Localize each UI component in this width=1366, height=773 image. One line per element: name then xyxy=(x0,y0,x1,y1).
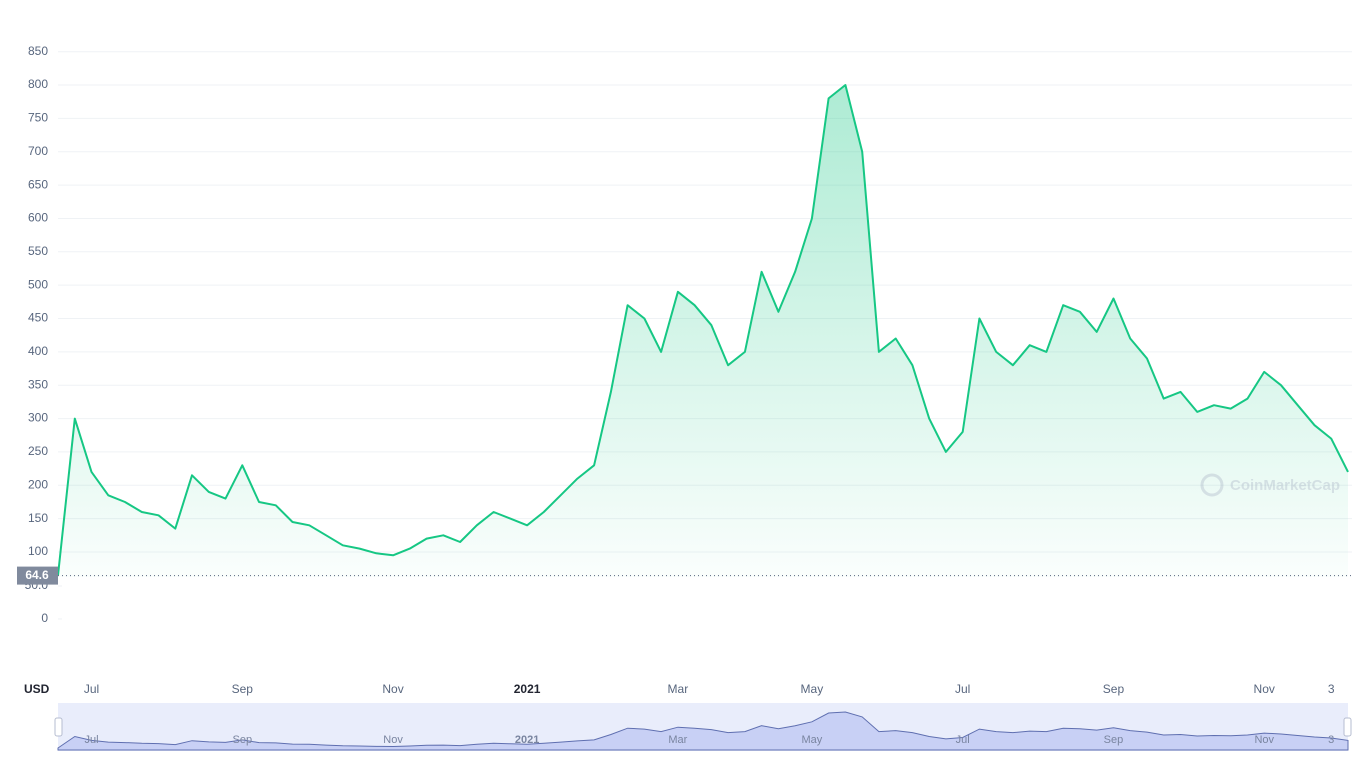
navigator-tick-label: Jul xyxy=(84,734,98,746)
y-tick-label: 250 xyxy=(28,444,48,458)
x-tick-label: Mar xyxy=(668,682,689,696)
y-tick-label: 850 xyxy=(28,44,48,58)
x-tick-label: Sep xyxy=(1103,682,1125,696)
x-tick-label: Jul xyxy=(955,682,970,696)
navigator-tick-label: Sep xyxy=(232,734,252,746)
min-marker-label: 64.6 xyxy=(25,568,49,582)
y-tick-label: 750 xyxy=(28,111,48,125)
x-tick-label: Jul xyxy=(84,682,99,696)
navigator-tick-label: Mar xyxy=(668,734,687,746)
y2-tick-label: 0 xyxy=(41,611,48,625)
navigator-tick-label: Jul xyxy=(956,734,970,746)
x-tick-label: 3 xyxy=(1328,682,1335,696)
navigator-tick-label: May xyxy=(802,734,823,746)
watermark: CoinMarketCap xyxy=(1200,473,1340,497)
price-area xyxy=(58,85,1348,577)
navigator-tick-label: 2021 xyxy=(515,734,539,746)
navigator-tick-label: Sep xyxy=(1104,734,1124,746)
min-marker-badge xyxy=(17,566,58,585)
price-line xyxy=(57,84,1349,576)
navigator-tick-label: Nov xyxy=(383,734,403,746)
y-tick-label: 450 xyxy=(28,311,48,325)
y-tick-label: 800 xyxy=(28,77,48,91)
x-tick-label: 2021 xyxy=(514,682,541,696)
y-tick-label: 600 xyxy=(28,211,48,225)
y-tick-label: 700 xyxy=(28,144,48,158)
y-tick-label: 200 xyxy=(28,477,48,491)
y-tick-label: 550 xyxy=(28,244,48,258)
y-tick-label: 100 xyxy=(28,544,48,558)
y-tick-label: 650 xyxy=(28,177,48,191)
x-tick-label: Sep xyxy=(232,682,254,696)
y-tick-label: 300 xyxy=(28,411,48,425)
watermark-text: CoinMarketCap xyxy=(1230,477,1340,494)
navigator-tick-label: Nov xyxy=(1254,734,1274,746)
currency-label: USD xyxy=(24,682,50,696)
navigator-tick-label: 3 xyxy=(1328,734,1334,746)
x-tick-label: Nov xyxy=(1254,682,1275,696)
y-tick-label: 400 xyxy=(28,344,48,358)
x-tick-label: Nov xyxy=(382,682,403,696)
navigator-handle[interactable] xyxy=(54,717,63,737)
y-tick-label: 150 xyxy=(28,511,48,525)
navigator-handle[interactable] xyxy=(1343,717,1352,737)
navigator-area xyxy=(57,711,1349,751)
y-tick-label: 500 xyxy=(28,277,48,291)
y-tick-label: 350 xyxy=(28,377,48,391)
x-tick-label: May xyxy=(801,682,824,696)
